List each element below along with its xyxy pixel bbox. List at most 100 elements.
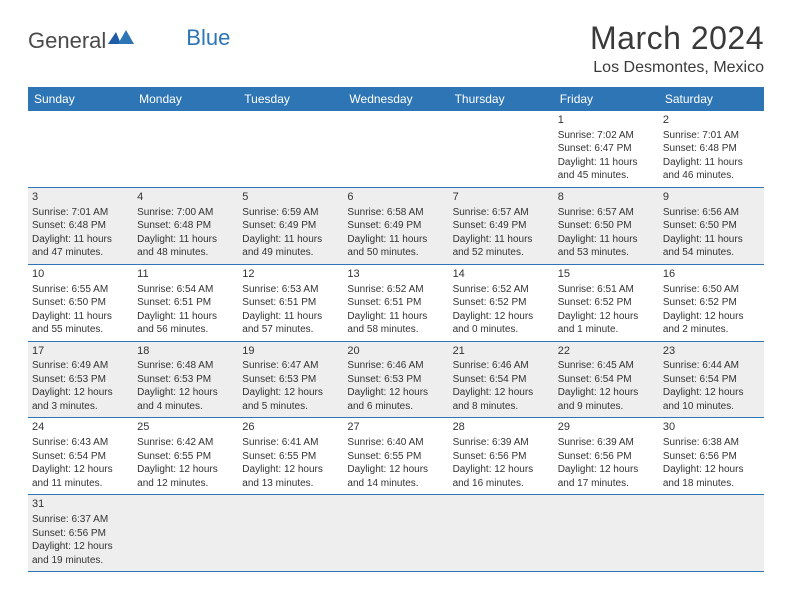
day-number: 28 — [453, 420, 550, 435]
sunrise-line: Sunrise: 6:38 AM — [663, 436, 760, 450]
calendar-day: 13Sunrise: 6:52 AMSunset: 6:51 PMDayligh… — [343, 264, 448, 341]
daylight-line: Daylight: 12 hours and 18 minutes. — [663, 463, 760, 490]
sunrise-line: Sunrise: 6:58 AM — [347, 206, 444, 220]
sunset-line: Sunset: 6:55 PM — [347, 450, 444, 464]
calendar-week: 3Sunrise: 7:01 AMSunset: 6:48 PMDaylight… — [28, 187, 764, 264]
day-number: 27 — [347, 420, 444, 435]
calendar-day: 10Sunrise: 6:55 AMSunset: 6:50 PMDayligh… — [28, 264, 133, 341]
calendar-day: 9Sunrise: 6:56 AMSunset: 6:50 PMDaylight… — [659, 187, 764, 264]
calendar-day: 4Sunrise: 7:00 AMSunset: 6:48 PMDaylight… — [133, 187, 238, 264]
day-number: 14 — [453, 267, 550, 282]
calendar-day-empty — [449, 111, 554, 187]
sunset-line: Sunset: 6:54 PM — [663, 373, 760, 387]
day-number: 13 — [347, 267, 444, 282]
day-header: Wednesday — [343, 87, 448, 111]
calendar-table: SundayMondayTuesdayWednesdayThursdayFrid… — [28, 87, 764, 572]
sunset-line: Sunset: 6:51 PM — [347, 296, 444, 310]
calendar-day-empty — [133, 111, 238, 187]
sunrise-line: Sunrise: 6:39 AM — [558, 436, 655, 450]
calendar-day: 12Sunrise: 6:53 AMSunset: 6:51 PMDayligh… — [238, 264, 343, 341]
sunset-line: Sunset: 6:53 PM — [242, 373, 339, 387]
sunset-line: Sunset: 6:48 PM — [663, 142, 760, 156]
day-number: 3 — [32, 190, 129, 205]
day-number: 30 — [663, 420, 760, 435]
calendar-day-empty — [554, 495, 659, 572]
calendar-body: 1Sunrise: 7:02 AMSunset: 6:47 PMDaylight… — [28, 111, 764, 572]
sunrise-line: Sunrise: 6:40 AM — [347, 436, 444, 450]
day-header: Monday — [133, 87, 238, 111]
calendar-week: 10Sunrise: 6:55 AMSunset: 6:50 PMDayligh… — [28, 264, 764, 341]
day-number: 6 — [347, 190, 444, 205]
day-number: 8 — [558, 190, 655, 205]
sunrise-line: Sunrise: 6:52 AM — [347, 283, 444, 297]
calendar-day: 5Sunrise: 6:59 AMSunset: 6:49 PMDaylight… — [238, 187, 343, 264]
day-header: Thursday — [449, 87, 554, 111]
sunrise-line: Sunrise: 6:43 AM — [32, 436, 129, 450]
day-number: 15 — [558, 267, 655, 282]
calendar-day: 23Sunrise: 6:44 AMSunset: 6:54 PMDayligh… — [659, 341, 764, 418]
daylight-line: Daylight: 12 hours and 3 minutes. — [32, 386, 129, 413]
calendar-day: 26Sunrise: 6:41 AMSunset: 6:55 PMDayligh… — [238, 418, 343, 495]
sunrise-line: Sunrise: 7:01 AM — [663, 129, 760, 143]
daylight-line: Daylight: 11 hours and 53 minutes. — [558, 233, 655, 260]
sunrise-line: Sunrise: 6:50 AM — [663, 283, 760, 297]
day-number: 11 — [137, 267, 234, 282]
sunrise-line: Sunrise: 6:47 AM — [242, 359, 339, 373]
calendar-header-row: SundayMondayTuesdayWednesdayThursdayFrid… — [28, 87, 764, 111]
sunrise-line: Sunrise: 6:41 AM — [242, 436, 339, 450]
logo-text-blue: Blue — [186, 25, 230, 51]
day-number: 31 — [32, 497, 129, 512]
sunset-line: Sunset: 6:50 PM — [663, 219, 760, 233]
sunrise-line: Sunrise: 6:57 AM — [558, 206, 655, 220]
sunrise-line: Sunrise: 6:49 AM — [32, 359, 129, 373]
calendar-day: 17Sunrise: 6:49 AMSunset: 6:53 PMDayligh… — [28, 341, 133, 418]
sunrise-line: Sunrise: 6:46 AM — [347, 359, 444, 373]
sunset-line: Sunset: 6:53 PM — [347, 373, 444, 387]
sunset-line: Sunset: 6:54 PM — [453, 373, 550, 387]
daylight-line: Daylight: 12 hours and 12 minutes. — [137, 463, 234, 490]
calendar-week: 1Sunrise: 7:02 AMSunset: 6:47 PMDaylight… — [28, 111, 764, 187]
daylight-line: Daylight: 12 hours and 13 minutes. — [242, 463, 339, 490]
sunset-line: Sunset: 6:54 PM — [558, 373, 655, 387]
sunset-line: Sunset: 6:51 PM — [242, 296, 339, 310]
header: General Blue March 2024 Los Desmontes, M… — [28, 20, 764, 77]
sunrise-line: Sunrise: 7:02 AM — [558, 129, 655, 143]
day-number: 16 — [663, 267, 760, 282]
sunset-line: Sunset: 6:56 PM — [32, 527, 129, 541]
calendar-day: 25Sunrise: 6:42 AMSunset: 6:55 PMDayligh… — [133, 418, 238, 495]
sunset-line: Sunset: 6:53 PM — [32, 373, 129, 387]
day-number: 21 — [453, 344, 550, 359]
day-number: 29 — [558, 420, 655, 435]
calendar-day: 7Sunrise: 6:57 AMSunset: 6:49 PMDaylight… — [449, 187, 554, 264]
sunrise-line: Sunrise: 6:39 AM — [453, 436, 550, 450]
calendar-day: 3Sunrise: 7:01 AMSunset: 6:48 PMDaylight… — [28, 187, 133, 264]
sunrise-line: Sunrise: 6:46 AM — [453, 359, 550, 373]
daylight-line: Daylight: 12 hours and 17 minutes. — [558, 463, 655, 490]
calendar-day-empty — [343, 495, 448, 572]
daylight-line: Daylight: 11 hours and 49 minutes. — [242, 233, 339, 260]
sunset-line: Sunset: 6:55 PM — [137, 450, 234, 464]
sunset-line: Sunset: 6:50 PM — [558, 219, 655, 233]
daylight-line: Daylight: 11 hours and 58 minutes. — [347, 310, 444, 337]
daylight-line: Daylight: 12 hours and 16 minutes. — [453, 463, 550, 490]
sunrise-line: Sunrise: 7:00 AM — [137, 206, 234, 220]
sunset-line: Sunset: 6:54 PM — [32, 450, 129, 464]
sunset-line: Sunset: 6:48 PM — [137, 219, 234, 233]
daylight-line: Daylight: 11 hours and 57 minutes. — [242, 310, 339, 337]
sunset-line: Sunset: 6:55 PM — [242, 450, 339, 464]
daylight-line: Daylight: 12 hours and 1 minute. — [558, 310, 655, 337]
calendar-day: 30Sunrise: 6:38 AMSunset: 6:56 PMDayligh… — [659, 418, 764, 495]
page-title: March 2024 — [590, 20, 764, 57]
calendar-day: 15Sunrise: 6:51 AMSunset: 6:52 PMDayligh… — [554, 264, 659, 341]
day-number: 12 — [242, 267, 339, 282]
calendar-day: 20Sunrise: 6:46 AMSunset: 6:53 PMDayligh… — [343, 341, 448, 418]
day-number: 23 — [663, 344, 760, 359]
calendar-day: 1Sunrise: 7:02 AMSunset: 6:47 PMDaylight… — [554, 111, 659, 187]
day-number: 25 — [137, 420, 234, 435]
daylight-line: Daylight: 12 hours and 8 minutes. — [453, 386, 550, 413]
sunset-line: Sunset: 6:48 PM — [32, 219, 129, 233]
day-header: Friday — [554, 87, 659, 111]
calendar-day: 21Sunrise: 6:46 AMSunset: 6:54 PMDayligh… — [449, 341, 554, 418]
sunrise-line: Sunrise: 6:44 AM — [663, 359, 760, 373]
sunset-line: Sunset: 6:49 PM — [347, 219, 444, 233]
